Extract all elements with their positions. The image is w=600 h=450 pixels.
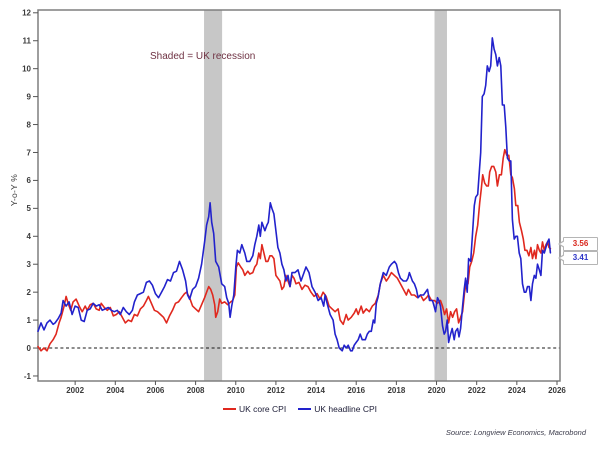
y-tick-label: 4 bbox=[27, 232, 32, 241]
x-tick-label: 2026 bbox=[548, 386, 566, 395]
core-cpi-legend-swatch bbox=[222, 408, 236, 410]
source-note: Source: Longview Economics, Macrobond bbox=[445, 428, 586, 437]
legend-item-headline: UK headline CPI bbox=[298, 404, 377, 414]
recession-annotation: Shaded = UK recession bbox=[150, 51, 256, 62]
y-tick-label: 6 bbox=[27, 176, 32, 185]
recession-band bbox=[204, 10, 223, 381]
x-tick-label: 2012 bbox=[267, 386, 285, 395]
x-tick-label: 2022 bbox=[468, 386, 486, 395]
end-value-label-core: 3.56 bbox=[558, 237, 598, 251]
y-axis-title: Y-o-Y % bbox=[9, 173, 19, 207]
y-tick-label: 11 bbox=[23, 37, 32, 46]
y-tick-label: 10 bbox=[22, 64, 31, 73]
y-tick-label: 7 bbox=[27, 148, 32, 157]
y-tick-label: 8 bbox=[27, 120, 32, 129]
x-tick-label: 2010 bbox=[227, 386, 245, 395]
plot-frame bbox=[37, 9, 561, 382]
y-tick-label: 12 bbox=[22, 9, 31, 18]
y-tick-label: -1 bbox=[24, 372, 32, 381]
chart-legend: UK core CPI UK headline CPI bbox=[0, 404, 600, 414]
y-tick-label: 5 bbox=[27, 204, 32, 213]
y-tick-label: 0 bbox=[27, 344, 32, 353]
core-cpi-line bbox=[37, 148, 552, 352]
y-tick-label: 3 bbox=[27, 260, 32, 269]
x-tick-label: 2006 bbox=[147, 386, 165, 395]
y-tick-label: 2 bbox=[27, 288, 32, 297]
x-tick-label: 2024 bbox=[508, 386, 526, 395]
x-tick-label: 2008 bbox=[187, 386, 205, 395]
headline-cpi-legend-swatch bbox=[298, 408, 312, 410]
y-tick-label: 1 bbox=[27, 316, 32, 325]
x-tick-label: 2020 bbox=[428, 386, 446, 395]
end-value-label-headline: 3.41 bbox=[558, 251, 598, 265]
legend-label-core: UK core CPI bbox=[238, 404, 287, 414]
headline-cpi-line bbox=[37, 37, 552, 352]
recession-band bbox=[434, 10, 447, 381]
x-tick-label: 2016 bbox=[347, 386, 365, 395]
x-tick-label: 2002 bbox=[66, 386, 84, 395]
x-tick-label: 2004 bbox=[106, 386, 124, 395]
legend-item-core: UK core CPI bbox=[222, 404, 287, 414]
x-tick-label: 2018 bbox=[387, 386, 405, 395]
x-tick-label: 2014 bbox=[307, 386, 325, 395]
y-tick-label: 9 bbox=[27, 92, 32, 101]
legend-label-headline: UK headline CPI bbox=[314, 404, 378, 414]
